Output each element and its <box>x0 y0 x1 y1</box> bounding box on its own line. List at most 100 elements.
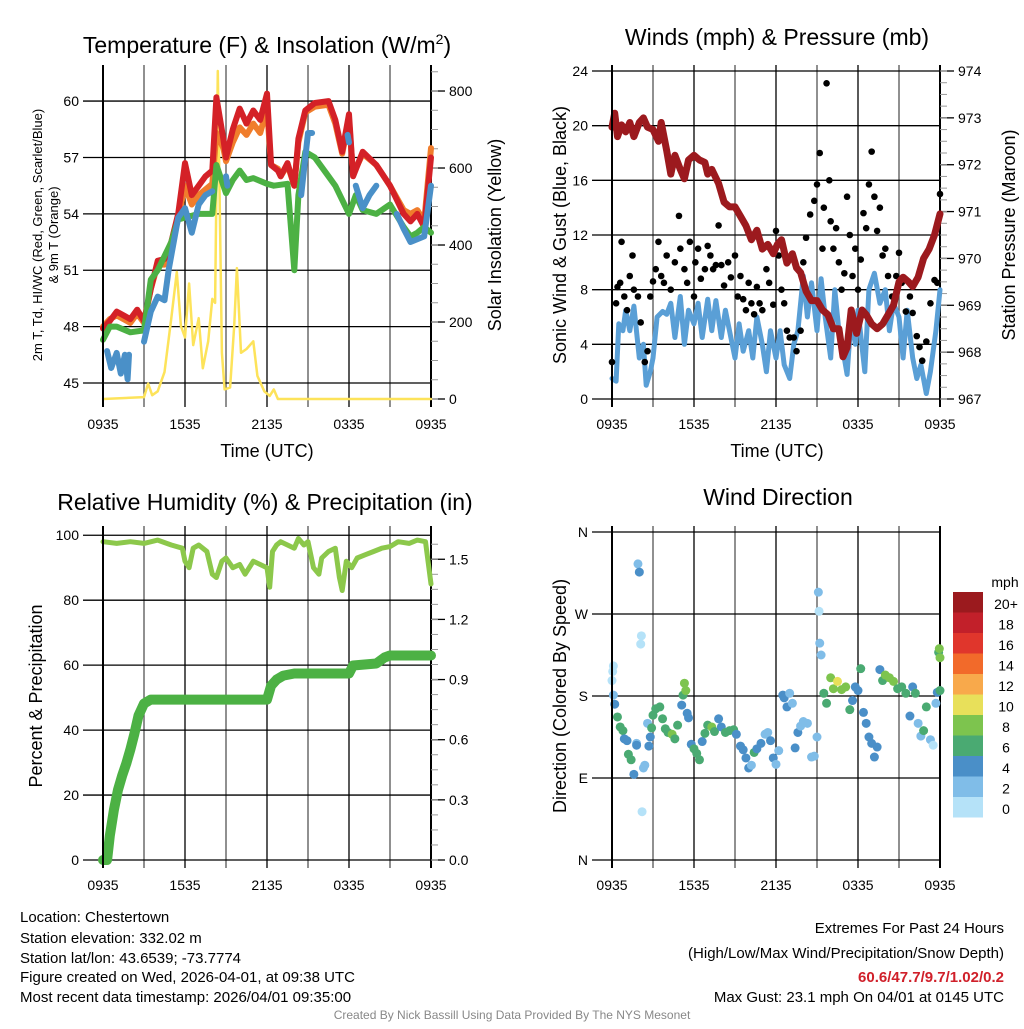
wind-direction-chart-title: Wind Direction <box>703 484 853 510</box>
legend-swatch <box>953 612 983 633</box>
x-tick-label: 1535 <box>678 416 709 432</box>
station-info: Location: Chestertown Station elevation:… <box>20 909 355 1006</box>
gust-point <box>802 234 810 242</box>
gust-point <box>769 301 777 309</box>
wind-direction-point <box>608 661 618 671</box>
y2-tick-label: 971 <box>958 204 982 220</box>
x-tick-label: 2135 <box>760 877 791 893</box>
gust-point <box>616 279 624 287</box>
gust-point <box>813 181 821 188</box>
x-tick-label: 2135 <box>251 416 282 432</box>
gust-point <box>742 306 750 314</box>
wind-direction-point <box>644 741 654 751</box>
y-tick-label: 48 <box>63 319 79 335</box>
y-tick-label: N <box>578 852 588 868</box>
gust-point <box>793 347 800 355</box>
temperature-y-axis-label: 2m T, Td, HI/WC (Red, Green, Scarlet/Blu… <box>30 109 45 361</box>
wind-direction-point <box>640 760 650 770</box>
y2-tick-label: 1.2 <box>449 611 469 627</box>
gust-point <box>778 286 785 293</box>
wind-direction-point <box>819 688 829 698</box>
x-tick-label: 0935 <box>924 416 955 432</box>
y2-tick-label: 400 <box>449 237 473 253</box>
y-tick-label: 40 <box>63 722 79 738</box>
gust-point <box>683 279 691 287</box>
y2-tick-label: 967 <box>958 391 982 407</box>
x-tick-label: 0935 <box>87 877 118 893</box>
wind-direction-point <box>684 713 694 723</box>
gust-point <box>876 204 884 211</box>
gust-point <box>671 259 679 266</box>
gust-point <box>652 265 660 273</box>
gust-point <box>756 300 763 307</box>
legend-label: 20+ <box>994 596 1018 612</box>
station-pressure-line <box>608 109 944 361</box>
gust-point <box>913 332 921 340</box>
legend-title: mph <box>991 574 1018 590</box>
y-tick-label: 20 <box>572 118 588 134</box>
wind-direction-point <box>626 755 636 765</box>
gust-point <box>641 358 649 366</box>
wind-direction-point <box>629 769 639 779</box>
y-tick-label: 60 <box>63 657 79 673</box>
gust-point <box>690 293 698 300</box>
gust-point <box>646 293 654 300</box>
y-tick-label: E <box>579 770 588 786</box>
gust-point <box>806 211 814 218</box>
wind-direction-point <box>901 688 911 698</box>
gust-point <box>790 334 798 341</box>
gust-point <box>753 283 761 291</box>
gust-point <box>724 259 732 266</box>
latlon-text: Station lat/lon: 43.6539; -73.7774 <box>20 950 241 967</box>
wind-direction-point <box>655 702 665 712</box>
y-tick-label: 45 <box>63 375 79 391</box>
hi-wc-line <box>104 130 434 383</box>
wind-direction-point <box>746 760 756 770</box>
wind-direction-point <box>822 698 832 708</box>
wind-direction-point <box>738 745 748 755</box>
x-tick-label: 0335 <box>842 877 873 893</box>
gust-point <box>745 279 752 287</box>
y-tick-label: 54 <box>63 206 79 222</box>
legend-swatch <box>953 674 983 695</box>
wind-direction-point <box>897 682 907 692</box>
temperature-y-axis-label-2: & 9m T (Orange) <box>46 186 61 283</box>
wind-direction-point <box>814 606 824 616</box>
wind-direction-point <box>816 650 826 660</box>
wind-direction-point <box>714 714 724 724</box>
wind-direction-point <box>815 638 825 648</box>
x-tick-label: 2135 <box>760 416 791 432</box>
wind-direction-point <box>681 686 691 696</box>
legend-label: 10 <box>998 699 1014 715</box>
gust-point <box>612 300 620 307</box>
x-tick-label: 0335 <box>333 416 364 432</box>
extremes-info: Extremes For Past 24 Hours (High/Low/Max… <box>688 920 1004 1006</box>
relative-humidity-line <box>100 536 434 593</box>
gust-point <box>718 261 725 269</box>
dewpoint-line <box>100 148 434 343</box>
y-tick-label: 24 <box>572 63 588 79</box>
gust-point <box>737 272 744 280</box>
wind-direction-point <box>634 567 644 577</box>
gust-point <box>712 261 720 269</box>
humidity-y-axis-label: Percent & Precipitation <box>26 604 46 787</box>
y-tick-label: 60 <box>63 93 79 109</box>
gust-point <box>827 218 834 225</box>
legend-label: 14 <box>998 658 1014 674</box>
y2-tick-label: 200 <box>449 314 473 330</box>
wind-direction-point <box>700 728 710 738</box>
gust-point <box>868 148 875 155</box>
temperature-y2-axis-label: Solar Insolation (Yellow) <box>485 139 505 331</box>
max-gust-text: Max Gust: 23.1 mph On 04/01 at 0145 UTC <box>714 989 1004 1006</box>
gust-point <box>701 265 709 273</box>
wind-direction-point <box>632 740 642 750</box>
y-tick-label: 51 <box>63 262 79 278</box>
solar-insolation-line <box>101 69 433 401</box>
gust-point <box>830 245 837 252</box>
wind-direction-point <box>774 746 784 756</box>
gust-point <box>873 227 881 235</box>
gust-point <box>860 209 867 217</box>
gust-point <box>826 177 833 184</box>
wind-direction-point <box>809 751 819 761</box>
